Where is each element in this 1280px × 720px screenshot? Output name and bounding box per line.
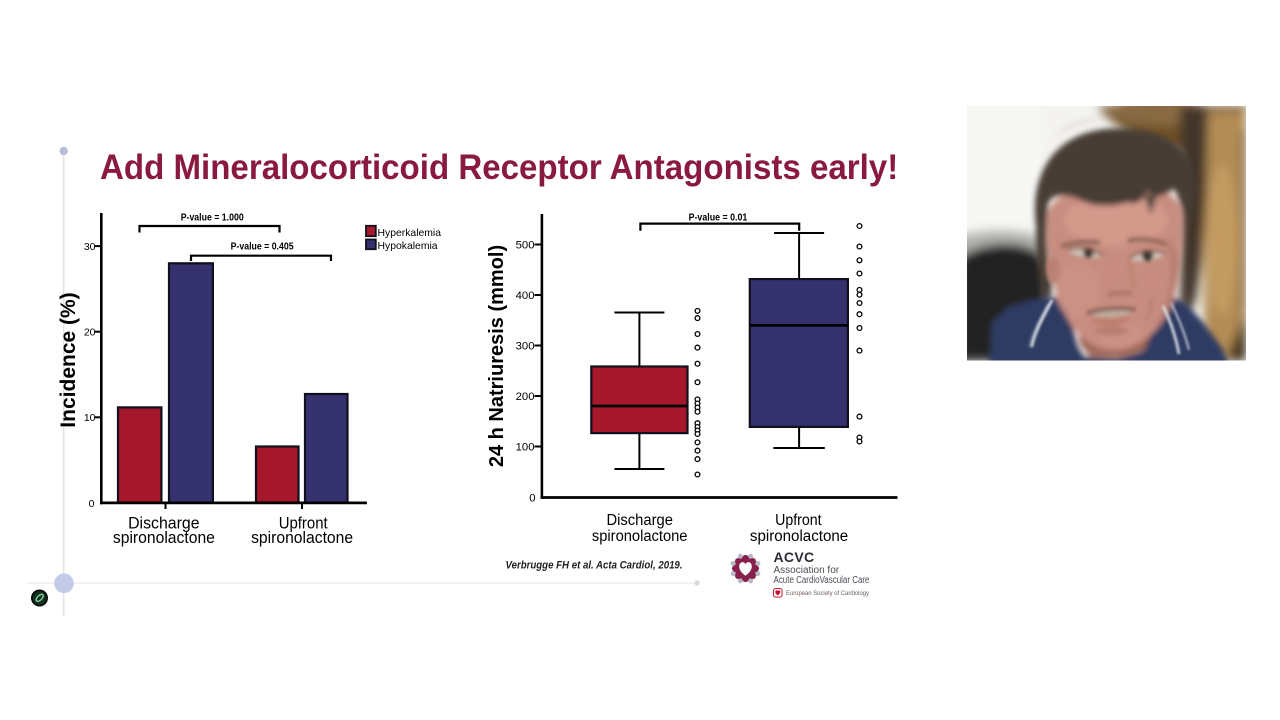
svg-text:Incidence (%): Incidence (%): [57, 292, 80, 427]
svg-text:30: 30: [84, 241, 96, 253]
svg-text:ACVC: ACVC: [774, 549, 815, 565]
svg-text:P-value = 0.01: P-value = 0.01: [689, 213, 748, 224]
svg-text:300: 300: [516, 341, 535, 353]
svg-text:P-value = 1.000: P-value = 1.000: [181, 213, 244, 224]
svg-text:Discharge: Discharge: [607, 512, 673, 529]
svg-text:500: 500: [516, 240, 535, 252]
svg-text:Discharge: Discharge: [128, 515, 200, 533]
svg-text:10: 10: [84, 412, 96, 424]
svg-text:Acute CardioVascular Care: Acute CardioVascular Care: [774, 575, 870, 586]
svg-text:spironolactone: spironolactone: [251, 529, 353, 547]
svg-text:spironolactone: spironolactone: [592, 528, 688, 545]
svg-text:100: 100: [516, 442, 535, 454]
svg-text:spironolactone: spironolactone: [113, 529, 215, 547]
svg-text:Verbrugge FH et al. Acta Cardi: Verbrugge FH et al. Acta Cardiol, 2019.: [506, 560, 683, 572]
svg-text:24 h Natriuresis (mmol): 24 h Natriuresis (mmol): [486, 245, 508, 467]
svg-text:spironolactone: spironolactone: [750, 528, 848, 545]
svg-text:200: 200: [516, 391, 535, 403]
svg-text:Hyperkalemia: Hyperkalemia: [378, 228, 442, 239]
svg-text:Association for: Association for: [774, 565, 840, 576]
svg-text:Hypokalemia: Hypokalemia: [378, 241, 438, 252]
svg-text:Upfront: Upfront: [775, 512, 822, 529]
svg-text:0: 0: [529, 493, 535, 505]
svg-text:400: 400: [516, 290, 535, 302]
svg-text:0: 0: [89, 498, 95, 510]
svg-text:20: 20: [84, 327, 96, 339]
svg-text:Upfront: Upfront: [279, 515, 328, 533]
svg-text:European Society of Cardiology: European Society of Cardiology: [786, 590, 870, 597]
svg-text:P-value = 0.405: P-value = 0.405: [231, 241, 294, 252]
